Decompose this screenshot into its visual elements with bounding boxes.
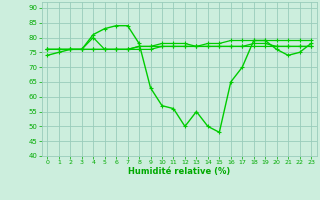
X-axis label: Humidité relative (%): Humidité relative (%) [128, 167, 230, 176]
